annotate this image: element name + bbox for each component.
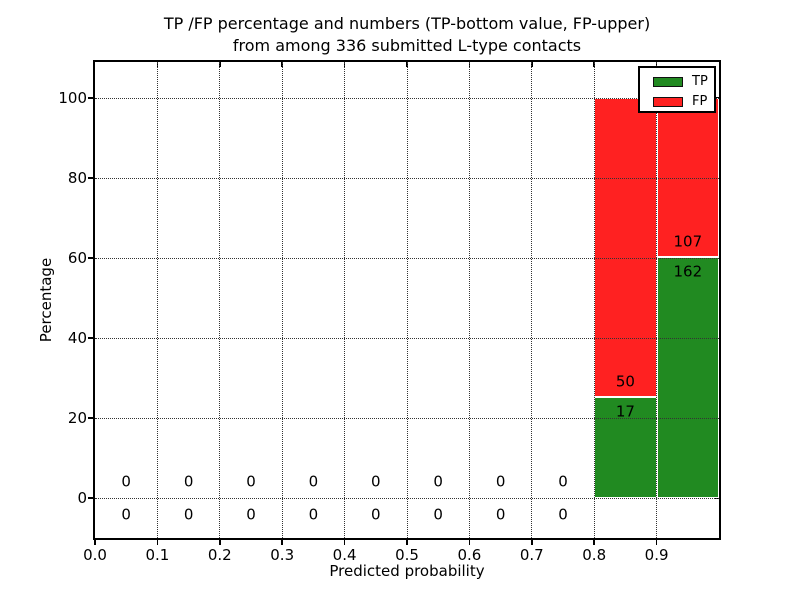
gridline-y-0 bbox=[95, 497, 719, 499]
y-tick-label: 80 bbox=[67, 169, 87, 187]
count-label-tp-0-0.1: 0 bbox=[121, 505, 131, 524]
y-tick-label: 0 bbox=[77, 489, 87, 507]
x-tick-label: 0.0 bbox=[83, 546, 107, 564]
count-label-fp-0.9-1: 107 bbox=[673, 232, 703, 251]
count-label-fp-0.6-0.7: 0 bbox=[495, 472, 506, 491]
legend: TP FP bbox=[638, 66, 716, 113]
count-label-tp-0.8-0.9: 17 bbox=[615, 402, 635, 420]
count-label-fp-0.8-0.9: 50 bbox=[615, 372, 635, 390]
count-label-fp-0.3-0.4: 0 bbox=[308, 472, 319, 491]
count-label-tp-0.6-0.7: 0 bbox=[495, 505, 506, 524]
bar-tp-0.9-1 bbox=[656, 257, 719, 498]
count-label-fp-0.2-0.3: 0 bbox=[246, 472, 256, 491]
gridline-x-0.5 bbox=[406, 62, 408, 538]
count-label-tp-0.9-1: 162 bbox=[673, 262, 703, 281]
tick-x-bottom-0.4 bbox=[343, 540, 346, 545]
x-axis-label: Predicted probability bbox=[329, 562, 485, 580]
count-label-tp-0.5-0.6: 0 bbox=[433, 505, 443, 524]
x-tick-label: 0.9 bbox=[644, 546, 669, 564]
tick-x-bottom-0.6 bbox=[468, 540, 471, 545]
x-tick-label: 0.1 bbox=[145, 546, 170, 564]
gridline-x-0.4 bbox=[344, 62, 346, 538]
tick-x-bottom-0.1 bbox=[156, 540, 159, 545]
tick-x-bottom-0.7 bbox=[531, 540, 533, 545]
gridline-x-0.1 bbox=[156, 62, 158, 538]
tick-x-bottom-0.9 bbox=[655, 540, 658, 545]
count-label-tp-0.3-0.4: 0 bbox=[308, 505, 319, 524]
x-tick-label: 0.4 bbox=[332, 546, 357, 564]
count-label-fp-0.4-0.5: 0 bbox=[371, 472, 381, 491]
gridline-y-20 bbox=[95, 417, 719, 419]
tick-y-left-100 bbox=[88, 97, 93, 99]
count-label-fp-0.5-0.6: 0 bbox=[433, 472, 443, 491]
count-label-tp-0.1-0.2: 0 bbox=[183, 505, 194, 524]
gridline-y-80 bbox=[95, 177, 719, 179]
tick-x-bottom-0.8 bbox=[593, 540, 595, 545]
y-tick-label: 40 bbox=[67, 329, 87, 347]
tick-y-left-20 bbox=[88, 417, 93, 419]
chart-title: TP /FP percentage and numbers (TP-bottom… bbox=[95, 13, 719, 57]
legend-label-fp: FP bbox=[692, 94, 708, 109]
count-label-tp-0.7-0.8: 0 bbox=[558, 505, 568, 524]
x-tick-label: 0.3 bbox=[270, 546, 295, 564]
gridline-x-0.2 bbox=[219, 62, 221, 538]
legend-item-tp: TP bbox=[653, 75, 714, 88]
count-label-fp-0.7-0.8: 0 bbox=[558, 472, 568, 491]
gridline-x-0.3 bbox=[281, 62, 283, 538]
gridline-x-0.9 bbox=[656, 62, 658, 538]
count-label-tp-0.2-0.3: 0 bbox=[246, 505, 256, 524]
bar-tp-0.8-0.9 bbox=[594, 396, 657, 498]
legend-item-fp: FP bbox=[653, 95, 714, 108]
chart-title-line-1: TP /FP percentage and numbers (TP-bottom… bbox=[163, 14, 651, 33]
gridline-x-0.7 bbox=[531, 62, 533, 538]
tick-x-bottom-0.2 bbox=[219, 540, 221, 545]
legend-label-tp: TP bbox=[692, 74, 708, 89]
count-label-tp-0.4-0.5: 0 bbox=[371, 505, 381, 524]
x-tick-label: 0.5 bbox=[395, 546, 419, 564]
y-tick-label: 60 bbox=[67, 249, 87, 267]
tick-y-left-40 bbox=[88, 337, 93, 339]
gridline-x-0.6 bbox=[468, 62, 470, 538]
gridline-y-100 bbox=[95, 97, 719, 99]
tick-y-left-60 bbox=[88, 257, 93, 259]
plot-area: TP FP 0 0 0 0 0 0 0 0 0 0 0 0 0 0 0 0 50 17 107 162 bbox=[93, 60, 721, 540]
gridline-y-40 bbox=[95, 337, 719, 339]
y-tick-label: 100 bbox=[58, 89, 87, 107]
tick-y-left-80 bbox=[88, 177, 93, 179]
tick-x-bottom-0.0 bbox=[94, 540, 96, 545]
tp-swatch-icon bbox=[653, 76, 683, 87]
fp-swatch-icon bbox=[653, 96, 683, 107]
x-tick-label: 0.6 bbox=[457, 546, 482, 564]
tick-x-bottom-0.5 bbox=[406, 540, 408, 545]
x-tick-label: 0.2 bbox=[207, 546, 232, 564]
chart-title-line-2: from among 336 submitted L-type contacts bbox=[232, 36, 582, 55]
gridline-x-0.8 bbox=[593, 62, 595, 538]
x-tick-label: 0.8 bbox=[582, 546, 607, 564]
y-tick-label: 20 bbox=[67, 409, 87, 427]
tick-x-bottom-0.3 bbox=[281, 540, 283, 545]
count-label-fp-0-0.1: 0 bbox=[121, 472, 131, 491]
gridline-y-60 bbox=[95, 257, 719, 259]
x-tick-label: 0.7 bbox=[519, 546, 544, 564]
tick-y-left-0 bbox=[88, 497, 93, 499]
count-label-fp-0.1-0.2: 0 bbox=[183, 472, 194, 491]
bar-fp-0.8-0.9 bbox=[594, 98, 657, 397]
